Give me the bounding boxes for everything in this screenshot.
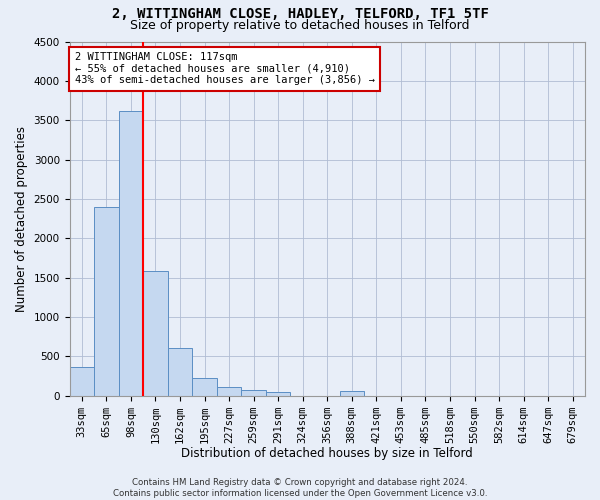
Bar: [168, 348, 192, 396]
X-axis label: Distribution of detached houses by size in Telford: Distribution of detached houses by size …: [181, 447, 473, 460]
Bar: [192, 378, 217, 396]
Bar: [266, 392, 290, 396]
Bar: [340, 391, 364, 396]
Text: 2, WITTINGHAM CLOSE, HADLEY, TELFORD, TF1 5TF: 2, WITTINGHAM CLOSE, HADLEY, TELFORD, TF…: [112, 8, 488, 22]
Text: 2 WITTINGHAM CLOSE: 117sqm
← 55% of detached houses are smaller (4,910)
43% of s: 2 WITTINGHAM CLOSE: 117sqm ← 55% of deta…: [74, 52, 374, 86]
Bar: [94, 207, 119, 396]
Bar: [217, 387, 241, 396]
Y-axis label: Number of detached properties: Number of detached properties: [15, 126, 28, 312]
Bar: [70, 368, 94, 396]
Bar: [143, 272, 168, 396]
Bar: [119, 110, 143, 396]
Text: Size of property relative to detached houses in Telford: Size of property relative to detached ho…: [130, 19, 470, 32]
Text: Contains HM Land Registry data © Crown copyright and database right 2024.
Contai: Contains HM Land Registry data © Crown c…: [113, 478, 487, 498]
Bar: [241, 390, 266, 396]
